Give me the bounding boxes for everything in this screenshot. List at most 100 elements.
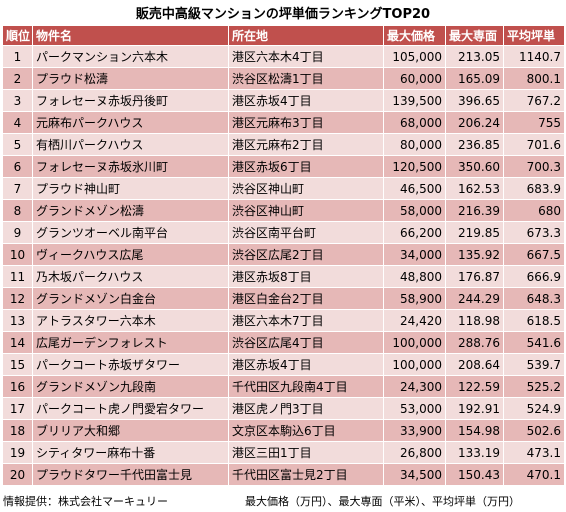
table-cell: 208.64 (445, 353, 504, 376)
header-cell: 平均坪単 (503, 25, 565, 46)
table-cell: 100,000 (383, 353, 446, 376)
table-cell: 219.85 (445, 221, 504, 244)
table-cell: 767.2 (503, 89, 565, 112)
table-cell: グランツオーベル南平台 (32, 221, 229, 244)
table-cell: 58,900 (383, 287, 446, 310)
table-cell: プラウドタワー千代田富士見 (32, 463, 229, 486)
table-cell: 15 (2, 353, 33, 376)
table-cell: 17 (2, 397, 33, 420)
table-cell: 11 (2, 265, 33, 288)
table-cell: 24,420 (383, 309, 446, 332)
table-cell: 港区白金台2丁目 (228, 287, 384, 310)
table-cell: 34,500 (383, 463, 446, 486)
header-cell: 最大価格 (383, 25, 446, 46)
table-cell: 100,000 (383, 331, 446, 354)
table-cell: 133.19 (445, 441, 504, 464)
table-cell: 1140.7 (503, 45, 565, 68)
table-cell: 206.24 (445, 111, 504, 134)
ranking-table: 順位 物件名 所在地 最大価格 最大専面 平均坪単 1 パークマンション六本木 港区六本木4丁… (2, 25, 565, 486)
table-cell: 122.59 (445, 375, 504, 398)
table-cell: 524.9 (503, 397, 565, 420)
table-cell: 7 (2, 177, 33, 200)
header-cell: 物件名 (32, 25, 229, 46)
table-cell: 216.39 (445, 199, 504, 222)
header-cell: 所在地 (228, 25, 384, 46)
table-cell: 26,800 (383, 441, 446, 464)
table-cell: プラウド神山町 (32, 177, 229, 200)
table-row: 12 グランドメゾン白金台 港区白金台2丁目 58,900 244.29 648.3 (2, 287, 565, 310)
table-cell: 139,500 (383, 89, 446, 112)
table-cell: 176.87 (445, 265, 504, 288)
table-cell: 118.98 (445, 309, 504, 332)
table-cell: 16 (2, 375, 33, 398)
table-row: 8 グランドメゾン松濤 渋谷区神山町 58,000 216.39 680 (2, 199, 565, 222)
table-cell: 541.6 (503, 331, 565, 354)
table-cell: 680 (503, 199, 565, 222)
table-cell: 288.76 (445, 331, 504, 354)
table-row: 19 シティタワー麻布十番 港区三田1丁目 26,800 133.19 473.1 (2, 441, 565, 464)
table-cell: 港区赤坂4丁目 (228, 353, 384, 376)
table-cell: 港区赤坂4丁目 (228, 89, 384, 112)
table-cell: 33,900 (383, 419, 446, 442)
table-cell: 4 (2, 111, 33, 134)
table-cell: 2 (2, 67, 33, 90)
table-cell: 236.85 (445, 133, 504, 156)
table-cell: 港区六本木4丁目 (228, 45, 384, 68)
table-cell: 港区三田1丁目 (228, 441, 384, 464)
table-cell: 120,500 (383, 155, 446, 178)
table-cell: 元麻布パークハウス (32, 111, 229, 134)
table-cell: 673.3 (503, 221, 565, 244)
table-cell: 618.5 (503, 309, 565, 332)
table-row: 18 ブリリア大和郷 文京区本駒込6丁目 33,900 154.98 502.6 (2, 419, 565, 442)
table-cell: 350.60 (445, 155, 504, 178)
table-body: 1 パークマンション六本木 港区六本木4丁目 105,000 213.05 1140.7 2… (2, 45, 565, 486)
table-cell: グランドメゾン白金台 (32, 287, 229, 310)
header-row: 順位 物件名 所在地 最大価格 最大専面 平均坪単 (2, 25, 565, 46)
table-cell: 有栖川パークハウス (32, 133, 229, 156)
table-cell: 千代田区九段南4丁目 (228, 375, 384, 398)
table-cell: 58,000 (383, 199, 446, 222)
table-cell: 473.1 (503, 441, 565, 464)
table-row: 7 プラウド神山町 渋谷区神山町 46,500 162.53 683.9 (2, 177, 565, 200)
table-cell: 46,500 (383, 177, 446, 200)
table-cell: 48,800 (383, 265, 446, 288)
table-cell: 154.98 (445, 419, 504, 442)
table-cell: 乃木坂パークハウス (32, 265, 229, 288)
table-cell: ブリリア大和郷 (32, 419, 229, 442)
table-cell: 667.5 (503, 243, 565, 266)
table-cell: 渋谷区神山町 (228, 199, 384, 222)
table-cell: 13 (2, 309, 33, 332)
table-cell: 525.2 (503, 375, 565, 398)
table-cell: 700.3 (503, 155, 565, 178)
table-cell: 19 (2, 441, 33, 464)
table-cell: 12 (2, 287, 33, 310)
table-row: 16 グランドメゾン九段南 千代田区九段南4丁目 24,300 122.59 525.2 (2, 375, 565, 398)
table-cell: グランドメゾン九段南 (32, 375, 229, 398)
table-row: 20 プラウドタワー千代田富士見 千代田区富士見2丁目 34,500 150.43 470… (2, 463, 565, 486)
table-cell: 港区元麻布3丁目 (228, 111, 384, 134)
table-cell: 68,000 (383, 111, 446, 134)
table-cell: 80,000 (383, 133, 446, 156)
table-cell: 150.43 (445, 463, 504, 486)
table-cell: 135.92 (445, 243, 504, 266)
table-cell: 渋谷区広尾4丁目 (228, 331, 384, 354)
table-row: 9 グランツオーベル南平台 渋谷区南平台町 66,200 219.85 673.3 (2, 221, 565, 244)
table-row: 17 パークコート虎ノ門愛宕タワー 港区虎ノ門3丁目 53,000 192.91 524.… (2, 397, 565, 420)
table-row: 2 プラウド松濤 渋谷区松濤1丁目 60,000 165.09 800.1 (2, 67, 565, 90)
table-row: 5 有栖川パークハウス 港区元麻布2丁目 80,000 236.85 701.6 (2, 133, 565, 156)
table-cell: フォレセーヌ赤坂氷川町 (32, 155, 229, 178)
table-cell: 60,000 (383, 67, 446, 90)
table-cell: 千代田区富士見2丁目 (228, 463, 384, 486)
table-cell: 800.1 (503, 67, 565, 90)
table-cell: 165.09 (445, 67, 504, 90)
table-cell: プラウド松濤 (32, 67, 229, 90)
table-cell: 9 (2, 221, 33, 244)
table-cell: 539.7 (503, 353, 565, 376)
table-cell: 渋谷区南平台町 (228, 221, 384, 244)
table-cell: 港区虎ノ門3丁目 (228, 397, 384, 420)
table-cell: 20 (2, 463, 33, 486)
header-cell: 最大専面 (445, 25, 504, 46)
table-cell: 666.9 (503, 265, 565, 288)
table-cell: 渋谷区神山町 (228, 177, 384, 200)
